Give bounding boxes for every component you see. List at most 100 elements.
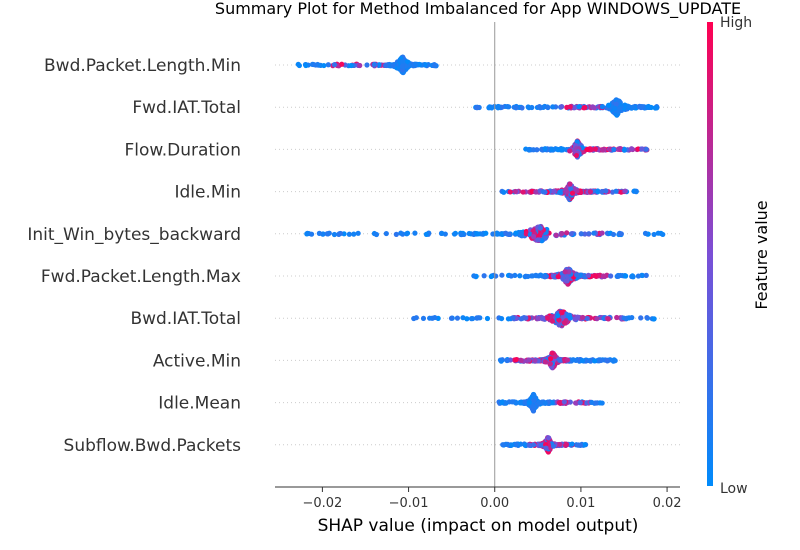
shap-point	[510, 315, 516, 321]
shap-point	[537, 225, 543, 231]
shap-point	[561, 320, 567, 326]
shap-point	[295, 61, 301, 67]
shap-point	[513, 441, 519, 447]
shap-point	[505, 316, 511, 322]
shap-point	[303, 62, 309, 69]
shap-point	[577, 442, 584, 449]
shap-point	[643, 146, 649, 152]
shap-point	[592, 273, 598, 279]
shap-point	[486, 105, 492, 111]
shap-point	[577, 400, 583, 406]
shap-point	[423, 231, 429, 237]
feature-label: Idle.Min	[174, 183, 241, 203]
shap-point	[512, 188, 518, 195]
shap-point	[651, 316, 657, 322]
shap-point	[495, 105, 501, 111]
shap-point	[557, 189, 563, 195]
shap-point	[531, 393, 537, 399]
shap-point	[427, 315, 433, 321]
shap-point	[542, 235, 548, 241]
shap-point	[373, 231, 380, 238]
shap-point	[398, 230, 404, 236]
shap-point	[371, 61, 378, 67]
shap-point	[413, 61, 419, 67]
shap-point	[589, 399, 595, 405]
shap-point	[557, 441, 563, 448]
shap-point	[526, 357, 532, 363]
shap-point	[304, 230, 311, 236]
shap-point	[346, 231, 352, 237]
shap-point	[542, 359, 549, 365]
shap-point	[559, 309, 565, 315]
shap-point	[468, 316, 475, 322]
chart-title: Summary Plot for Method Imbalanced for A…	[215, 0, 741, 19]
shap-point	[613, 101, 619, 107]
shap-point	[337, 230, 344, 237]
shap-point	[635, 273, 641, 279]
shap-point	[562, 269, 568, 275]
shap-point	[618, 231, 624, 237]
shap-point	[564, 230, 570, 236]
shap-point	[587, 189, 593, 195]
shap-point	[412, 230, 418, 236]
shap-point	[460, 315, 466, 321]
shap-point	[568, 231, 574, 237]
x-tick-label: 0.00	[480, 496, 509, 511]
shap-point	[582, 442, 588, 448]
shap-point	[542, 146, 548, 152]
shap-point	[605, 316, 611, 322]
feature-label: Fwd.Packet.Length.Max	[41, 267, 241, 287]
shap-point	[573, 152, 580, 159]
shap-point	[655, 230, 661, 236]
shap-point	[420, 315, 427, 322]
shap-point	[629, 314, 635, 321]
shap-point	[543, 445, 549, 451]
feature-label: Flow.Duration	[125, 140, 242, 160]
shap-point	[633, 189, 639, 195]
shap-point	[513, 357, 519, 363]
shap-point	[617, 146, 624, 152]
shap-point	[422, 62, 428, 68]
shap-point	[610, 231, 617, 238]
shap-point	[454, 315, 461, 321]
shap-point	[573, 400, 579, 406]
feature-label: Bwd.Packet.Length.Min	[44, 56, 241, 76]
shap-point	[555, 274, 561, 280]
shap-point	[526, 442, 532, 448]
shap-point	[550, 443, 557, 449]
shap-point	[383, 230, 389, 237]
colorbar-low-label: Low	[720, 481, 748, 497]
shap-point	[600, 147, 606, 153]
shap-point	[538, 442, 544, 448]
shap-point	[599, 188, 605, 195]
shap-point	[584, 146, 590, 153]
shap-point	[549, 146, 555, 153]
shap-point	[413, 315, 419, 321]
shap-point	[595, 189, 601, 195]
shap-point	[357, 62, 363, 69]
x-axis-ticks: −0.02 −0.01 0.00 0.01 0.02	[302, 487, 682, 511]
shap-point	[643, 272, 649, 278]
shap-point	[571, 105, 577, 111]
shap-point	[628, 146, 635, 152]
shap-point	[651, 231, 657, 238]
shap-point	[613, 188, 619, 194]
feature-label: Fwd.IAT.Total	[132, 98, 241, 118]
shap-point	[559, 274, 565, 280]
x-tick-label: 0.01	[566, 496, 595, 511]
x-tick-label: 0.02	[653, 496, 682, 511]
shap-point	[520, 189, 526, 195]
shap-point	[497, 357, 504, 363]
shap-point	[500, 442, 506, 448]
shap-point	[530, 147, 537, 153]
shap-point	[526, 105, 532, 111]
shap-point	[321, 62, 327, 69]
shap-point	[523, 273, 529, 279]
shap-point	[612, 105, 618, 112]
shap-point	[431, 63, 438, 69]
shap-point	[569, 190, 576, 196]
shap-point	[483, 230, 489, 236]
shap-point	[475, 315, 481, 321]
shap-point	[563, 188, 570, 195]
